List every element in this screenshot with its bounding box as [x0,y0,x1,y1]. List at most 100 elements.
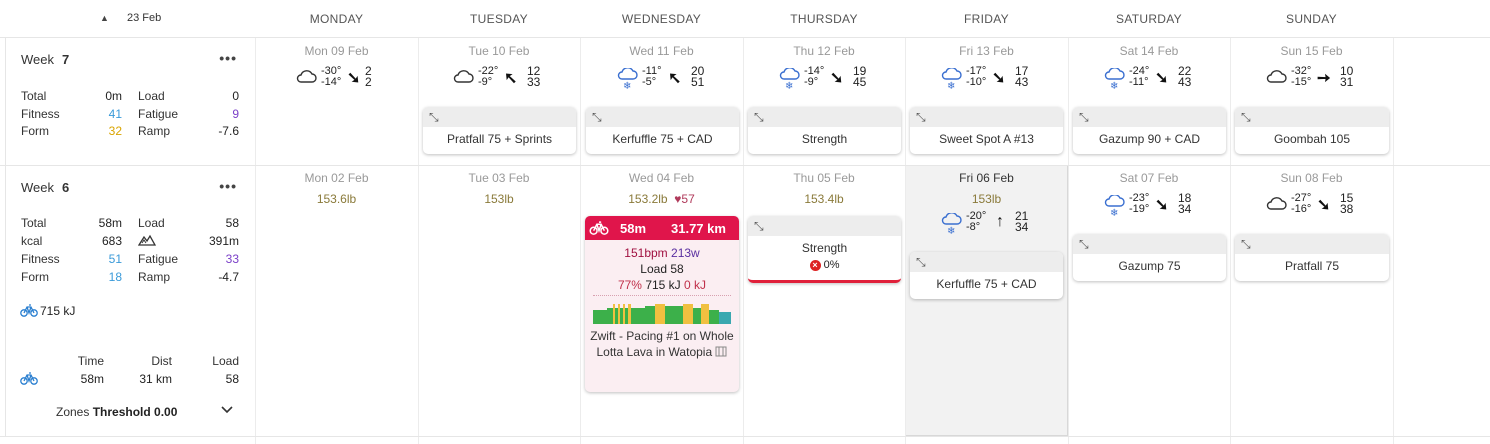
today-highlight [905,166,1068,436]
form-label: Form [21,124,49,138]
temp-high: -20° [966,210,987,222]
expand-icon[interactable]: ⤡ [429,110,439,124]
week-7-summary: Week 7 ••• Total 0m Load 0 Fitness 41 Fat… [6,38,255,165]
power-zone-chart [593,304,731,324]
wind-speed: 21 [1015,209,1029,223]
planned-workout-card[interactable]: ⤡ Pratfall 75 [1235,234,1389,281]
wind-arrow-icon: ➘ [1155,70,1169,87]
activity-name: Zwift - Pacing #1 on Whole Lotta Lava in… [590,329,734,359]
wellness-row: 153.2lb ♥57 [580,192,743,206]
svg-text:❄: ❄ [947,81,955,90]
day-date: Mon 09 Feb [304,44,369,58]
temp-low: -9° [804,76,819,88]
activity-title: Zwift - Pacing #1 on Whole Lotta Lava in… [585,328,739,361]
header-thursday: THURSDAY [790,12,858,26]
climb-value: 391m [208,234,239,248]
expand-icon[interactable]: ⤡ [1241,237,1251,251]
temp-low: -19° [1129,203,1150,215]
planned-workout-card[interactable]: ⤡ Strength × 0% [748,216,901,283]
fail-icon: × [809,260,821,271]
planned-workout-card[interactable]: ⤡ Kerfuffle 75 + CAD [586,107,739,154]
expand-icon[interactable]: ⤡ [754,110,764,124]
load-header: Load [212,354,239,368]
temp-low: -9° [478,76,493,88]
total-label: Total [21,89,47,103]
load-total-value: 58 [225,372,239,386]
weather: -32° -15° ➙ 10 31 [1265,65,1365,96]
date-nav[interactable]: ▲ 23 Feb [0,0,255,38]
day-date: Thu 05 Feb [793,171,855,185]
compliance-value: 0% [823,259,840,271]
map-icon[interactable] [715,345,727,361]
fatigue-value: 33 [225,252,239,266]
activity-card[interactable]: 58m 31.77 km 151bpm 213w Load 58 77% 715… [585,216,739,392]
planned-workout-card[interactable]: ⤡ Gazump 90 + CAD [1073,107,1226,154]
planned-workout-card[interactable]: ⤡ Pratfall 75 + Sprints [423,107,576,154]
zones-label: Zones [56,405,90,419]
week-label: Week [21,180,54,195]
expand-icon[interactable]: ⤡ [754,219,764,233]
wind-gust: 31 [1340,75,1354,89]
mountain-icon [137,234,157,249]
planned-workout-card[interactable]: ⤡ Gazump 75 [1073,234,1226,281]
wind-speed: 20 [691,64,705,78]
temp-low: -15° [1291,76,1312,88]
divider [0,436,1490,437]
caret-up-icon[interactable]: ▲ [100,13,109,23]
weight-value: 153lb [484,192,514,206]
divider [580,38,581,444]
svg-text:❄: ❄ [1110,208,1118,217]
temp-low: -16° [1291,203,1312,215]
wind-gust: 51 [691,75,705,89]
zones-row[interactable]: Zones Threshold 0.00 [56,405,177,419]
workout-name: Kerfuffle 75 + CAD [936,277,1037,291]
planned-workout-card[interactable]: ⤡ Kerfuffle 75 + CAD [910,252,1063,299]
activity-load: Load 58 [640,262,684,276]
chevron-down-icon[interactable] [220,402,234,419]
ramp-label: Ramp [138,124,171,138]
weather: -22° -9° ➚ 12 33 [452,65,552,96]
header-sunday: SUNDAY [1286,12,1337,26]
current-date-label: 23 Feb [127,12,162,24]
dist-header: Dist [151,354,172,368]
svg-text:❄: ❄ [947,226,955,235]
wind-gust: 45 [853,75,867,89]
expand-icon[interactable]: ⤡ [592,110,602,124]
expand-icon[interactable]: ⤡ [916,110,926,124]
week-label: Week [21,52,54,67]
form-value: 32 [108,124,122,138]
workout-name: Strength [801,241,848,255]
expand-icon[interactable]: ⤡ [1079,110,1089,124]
weather: ❄ -24° -11° ➘ 22 43 [1103,64,1203,96]
wind-speed: 22 [1178,64,1192,78]
header-wednesday: WEDNESDAY [621,12,702,26]
snow-icon: ❄ [1103,67,1127,93]
expand-icon[interactable]: ⤡ [1079,237,1089,251]
fitness-label: Fitness [21,107,60,121]
temp-low: -10° [966,76,987,88]
planned-workout-card[interactable]: ⤡ Sweet Spot A #13 [910,107,1063,154]
activity-duration: 58m [620,221,647,236]
temp-high: -24° [1129,65,1150,77]
divider [5,38,6,436]
activity-distance: 31.77 km [671,221,726,236]
wind-arrow-icon: ➚ [502,71,520,85]
heart-icon: ♥ [670,192,682,206]
ramp-label: Ramp [138,270,171,284]
header-friday: FRIDAY [964,12,1009,26]
time-header: Time [77,354,104,368]
expand-icon[interactable]: ⤡ [1241,110,1251,124]
avg-power: 213w [671,246,700,260]
divider [593,295,731,296]
weather: -27° -16° ➘ 15 38 [1265,192,1365,223]
more-menu-icon[interactable]: ••• [219,50,237,66]
wind-gust: 34 [1015,220,1029,234]
snow-icon: ❄ [616,67,640,93]
planned-workout-card[interactable]: ⤡ Goombah 105 [1235,107,1389,154]
more-menu-icon[interactable]: ••• [219,178,237,194]
planned-workout-card[interactable]: ⤡ Strength [748,107,901,154]
expand-icon[interactable]: ⤡ [916,255,926,269]
bike-icon [20,371,38,388]
form-label: Form [21,270,49,284]
